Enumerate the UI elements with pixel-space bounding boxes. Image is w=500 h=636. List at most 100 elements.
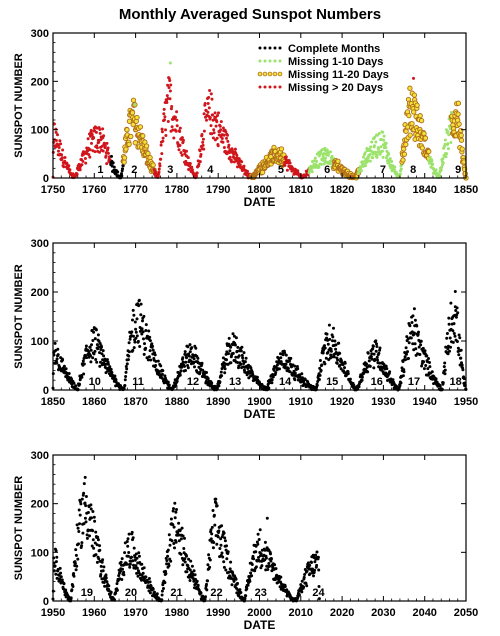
data-point	[390, 160, 394, 163]
data-point	[220, 524, 224, 528]
x-tick-label: 1970	[123, 607, 147, 619]
data-point	[399, 167, 403, 171]
data-point	[183, 560, 187, 564]
data-point	[199, 153, 203, 156]
data-point	[84, 344, 88, 348]
data-point	[449, 301, 453, 305]
data-point	[172, 136, 176, 140]
data-point	[370, 150, 374, 154]
data-point	[230, 583, 234, 587]
legend-marker	[258, 59, 262, 63]
data-point	[458, 336, 462, 340]
data-point	[181, 356, 185, 360]
y-tick-label: 0	[43, 173, 49, 185]
data-point	[56, 353, 60, 357]
data-point	[173, 501, 177, 505]
data-point	[428, 155, 432, 159]
data-point	[211, 546, 215, 550]
data-point	[164, 134, 168, 137]
data-point	[206, 579, 209, 583]
data-point	[215, 504, 219, 508]
data-point	[136, 339, 140, 343]
data-point	[231, 351, 235, 355]
data-point	[55, 361, 59, 365]
data-point	[135, 556, 139, 560]
data-point	[59, 575, 63, 579]
data-point	[168, 89, 172, 93]
legend-marker	[263, 46, 267, 50]
data-point-peak	[412, 307, 416, 311]
data-point	[104, 576, 108, 580]
data-point	[255, 540, 259, 544]
data-point	[187, 557, 191, 561]
data-point	[98, 150, 101, 154]
data-point	[202, 112, 206, 116]
data-points	[51, 290, 468, 392]
data-point	[224, 352, 228, 356]
data-point	[126, 544, 130, 548]
data-point	[360, 378, 364, 382]
data-point	[445, 152, 449, 156]
data-point	[388, 157, 392, 161]
data-point	[73, 562, 77, 565]
data-point	[417, 113, 423, 119]
data-point	[134, 336, 138, 340]
data-point	[190, 564, 194, 568]
data-point	[161, 139, 165, 143]
data-point	[459, 348, 463, 352]
data-point	[274, 371, 278, 374]
data-point	[185, 554, 188, 558]
data-point	[285, 588, 289, 592]
data-point	[325, 336, 329, 340]
legend-marker	[262, 71, 268, 77]
data-point	[179, 552, 183, 556]
data-point	[218, 124, 222, 128]
data-point	[75, 172, 79, 176]
data-point	[166, 554, 170, 558]
data-point	[161, 136, 165, 140]
data-point	[134, 564, 138, 568]
data-point	[288, 370, 292, 374]
data-point	[272, 368, 276, 372]
data-point	[142, 337, 145, 341]
data-point	[323, 344, 326, 348]
data-point	[115, 582, 119, 586]
data-point	[411, 314, 415, 318]
data-point	[305, 584, 309, 588]
data-point	[192, 360, 196, 364]
data-point	[110, 371, 114, 374]
data-point	[377, 132, 381, 135]
data-point	[78, 513, 82, 517]
data-point	[314, 163, 318, 167]
cycle-number-label: 7	[380, 164, 386, 176]
data-point	[182, 547, 186, 550]
data-point	[183, 364, 186, 368]
data-point	[332, 326, 335, 330]
data-point	[321, 154, 325, 158]
data-point	[324, 156, 328, 160]
data-point	[208, 565, 212, 569]
data-point	[460, 363, 464, 367]
data-point	[92, 330, 96, 334]
data-point	[107, 584, 111, 588]
data-point	[165, 94, 169, 98]
data-point	[232, 579, 236, 583]
data-point	[242, 351, 246, 355]
cycle-number-label: 18	[450, 376, 462, 388]
data-point	[279, 575, 283, 579]
data-point	[92, 515, 96, 519]
data-point	[297, 593, 301, 597]
data-point	[139, 302, 143, 306]
data-point	[128, 565, 132, 569]
data-point	[400, 157, 406, 163]
legend-marker	[278, 85, 282, 89]
data-point	[126, 358, 130, 362]
data-point	[65, 372, 69, 375]
data-point	[59, 571, 63, 575]
data-point	[59, 369, 63, 373]
data-point	[461, 368, 465, 372]
data-point	[412, 331, 416, 335]
data-point	[311, 553, 315, 557]
data-point	[159, 157, 163, 161]
cycle-number-label: 13	[229, 376, 241, 388]
